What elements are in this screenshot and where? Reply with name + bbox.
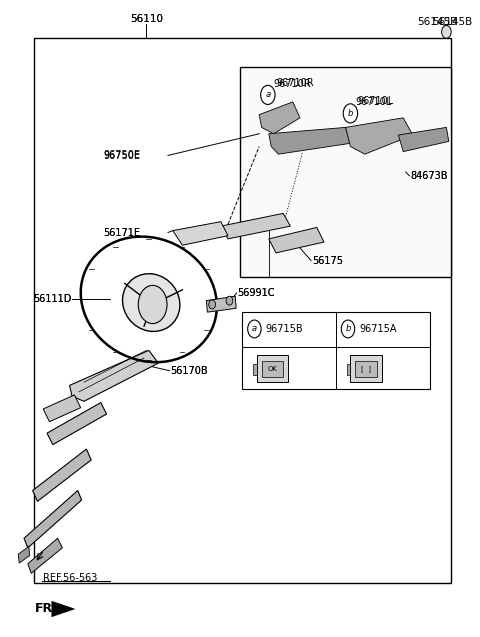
Circle shape (442, 25, 451, 38)
Text: 56171E: 56171E (103, 227, 140, 238)
Polygon shape (262, 361, 283, 377)
Polygon shape (221, 213, 290, 239)
Polygon shape (24, 490, 82, 548)
Polygon shape (47, 403, 107, 445)
Text: 56110: 56110 (130, 14, 163, 24)
Polygon shape (269, 227, 324, 253)
Circle shape (226, 296, 233, 305)
Text: 96710L: 96710L (355, 97, 392, 107)
Text: b: b (345, 324, 351, 333)
Text: b: b (348, 109, 353, 118)
Polygon shape (28, 538, 62, 573)
Bar (34, 38, 451, 583)
Polygon shape (43, 395, 81, 422)
Polygon shape (346, 118, 413, 154)
Circle shape (209, 300, 216, 309)
Polygon shape (206, 296, 236, 312)
Text: 56991C: 56991C (238, 288, 275, 298)
Polygon shape (269, 127, 350, 154)
Bar (242, 312, 430, 389)
Text: 96710R: 96710R (276, 78, 313, 89)
Circle shape (248, 320, 261, 338)
Text: 56145B: 56145B (418, 17, 458, 27)
Circle shape (343, 104, 358, 123)
Text: 84673B: 84673B (410, 171, 448, 182)
Text: FR.: FR. (35, 603, 58, 615)
Circle shape (138, 285, 167, 324)
Text: [  ]: [ ] (361, 366, 371, 372)
Polygon shape (259, 102, 300, 134)
Text: 56170B: 56170B (170, 366, 208, 376)
Polygon shape (355, 361, 377, 377)
Text: a: a (252, 324, 257, 333)
Polygon shape (33, 449, 91, 501)
Circle shape (261, 85, 275, 104)
Polygon shape (257, 355, 288, 382)
Text: 96750E: 96750E (103, 150, 140, 161)
Polygon shape (398, 127, 449, 152)
Bar (240, 67, 451, 277)
Text: 96715B: 96715B (265, 324, 303, 334)
Text: 84673B: 84673B (410, 171, 448, 181)
Text: 56145B: 56145B (432, 17, 472, 27)
Text: 56175: 56175 (312, 255, 343, 266)
Text: 56110: 56110 (130, 14, 163, 24)
Polygon shape (253, 364, 257, 375)
Text: REF.56-563: REF.56-563 (43, 573, 97, 583)
Text: 96715A: 96715A (359, 324, 396, 334)
Polygon shape (173, 222, 228, 245)
Circle shape (341, 320, 355, 338)
Text: a: a (265, 90, 270, 99)
Text: 56111D: 56111D (34, 294, 72, 304)
Polygon shape (70, 350, 158, 401)
Polygon shape (18, 547, 30, 563)
Text: 96710R: 96710R (274, 79, 311, 89)
Text: 96750E: 96750E (103, 151, 140, 161)
Polygon shape (52, 601, 74, 617)
Polygon shape (347, 364, 350, 375)
Text: 56991C: 56991C (238, 288, 275, 298)
Text: OK: OK (268, 366, 277, 372)
Text: 56170B: 56170B (170, 366, 208, 376)
Text: 56111D: 56111D (34, 294, 72, 304)
Text: 96710L: 96710L (358, 96, 394, 106)
Text: 56175: 56175 (312, 256, 343, 266)
Ellipse shape (122, 274, 180, 331)
Polygon shape (350, 355, 382, 382)
Text: 56171E: 56171E (103, 227, 140, 238)
